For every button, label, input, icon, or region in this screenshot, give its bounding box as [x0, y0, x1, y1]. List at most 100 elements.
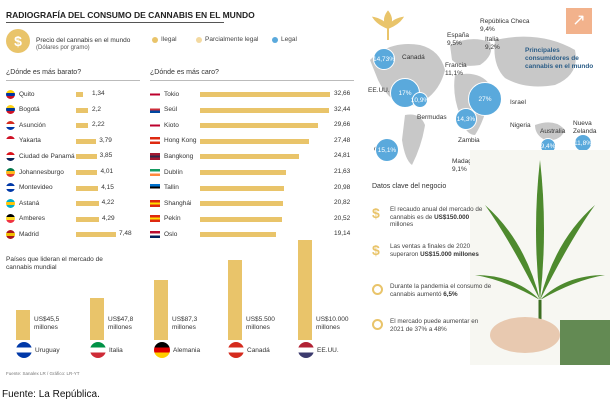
- cannabis-photo: [470, 150, 610, 365]
- fact-item: El mercado puede aumentar en 2021 de 37%…: [372, 318, 492, 333]
- expensive-bar: [200, 232, 277, 238]
- cheap-row: Bogotá: [6, 103, 40, 117]
- map-country-label: Italia 9,2%: [485, 36, 500, 52]
- expensive-city-label: Pekín: [164, 215, 181, 223]
- leaders-flag-icon: [16, 342, 32, 358]
- leaders-bar: [228, 260, 242, 340]
- cheap-row: Johannesburgo: [6, 165, 64, 179]
- cheap-value-label: 4,22: [101, 199, 115, 207]
- cheap-flag-icon: [6, 198, 15, 208]
- cheap-value-label: 3,85: [99, 152, 113, 160]
- cheap-city-label: Madrid: [19, 230, 39, 238]
- expensive-value-label: 20,98: [334, 183, 351, 191]
- cheap-flag-icon: [6, 151, 15, 161]
- map-country-label: Nigeria: [510, 122, 531, 130]
- map-country-label: España 9,5%: [447, 32, 469, 48]
- map-country-label: Australia: [540, 128, 565, 136]
- map-country-name: Nigeria: [510, 122, 531, 129]
- cheap-row: Montevideo: [6, 181, 53, 195]
- leaders-country-label: Italia: [109, 346, 123, 354]
- leaders-country: Alemania: [154, 342, 200, 358]
- legend-label: Precio del cannabis en el mundo: [36, 37, 131, 44]
- legend-text-legal: Legal: [281, 36, 297, 43]
- expensive-row: Oslo: [150, 227, 177, 241]
- expensive-value-label: 32,66: [334, 90, 351, 97]
- foliage-bottom: [560, 320, 610, 365]
- expensive-flag-icon: [150, 90, 160, 98]
- source-small: Fuente: Sanalex LR / Gráfico: LR-YT: [6, 371, 80, 376]
- cannabis-leaf-icon-shape: [372, 10, 404, 40]
- leaders-bar: [16, 310, 30, 340]
- expensive-city-label: Bangkong: [164, 152, 194, 160]
- expensive-row: Pekín: [150, 212, 181, 226]
- leaders-unit-label: millones: [172, 324, 196, 331]
- cheap-flag-icon: [6, 136, 15, 146]
- legend-item-legal: Legal: [272, 36, 297, 43]
- expensive-value-label: 21,63: [334, 168, 351, 175]
- map-country-label: Bermudas: [417, 114, 447, 122]
- expensive-rule: [150, 80, 354, 81]
- coin-icon: $: [6, 29, 30, 53]
- expensive-row: Seúl: [150, 103, 177, 117]
- cheap-bar: [76, 201, 99, 207]
- expensive-flag-icon: [150, 121, 160, 129]
- cannabis-leaf-large-tip: [536, 160, 544, 300]
- map-asia: [494, 36, 576, 87]
- map-country-value: 11,1%: [445, 70, 463, 77]
- expensive-row: Bangkong: [150, 149, 193, 163]
- expensive-flag-icon: [150, 199, 160, 207]
- legend-text-parcial: Parcialmente legal: [205, 36, 259, 43]
- footer-source: Fuente: La República.: [2, 389, 100, 400]
- facts-title: Datos clave del negocio: [372, 183, 447, 190]
- cheap-bar: [76, 123, 88, 129]
- cheap-flag-icon: [6, 229, 15, 239]
- fact-item: Durante la pandemia el consumo de cannab…: [372, 283, 492, 298]
- map-country-label: EE.UU.: [368, 87, 390, 95]
- leaders-unit-label: millones: [108, 324, 132, 331]
- expensive-bar: [200, 201, 283, 207]
- cheap-flag-icon: [6, 89, 15, 99]
- map-country-value: 9,4%: [480, 26, 495, 33]
- expensive-city-label: Shanghái: [164, 199, 192, 207]
- legend-sublabel: (Dólares por gramo): [36, 45, 90, 51]
- leaders-country-label: Canadá: [247, 346, 270, 354]
- fact-item: $ Las ventas a finales de 2020 superaron …: [372, 243, 492, 258]
- cheap-value-label: 4,15: [101, 183, 114, 191]
- map-country-name: Madagascar: [452, 158, 488, 165]
- map-country-label: Canadá: [402, 54, 425, 62]
- expensive-row: Kioto: [150, 118, 179, 132]
- dollar-icon: $: [372, 205, 380, 221]
- expensive-value-label: 29,66: [334, 121, 351, 129]
- map-country-name: Nueva Zelanda: [573, 120, 597, 135]
- expensive-flag-icon: [150, 137, 160, 145]
- leaders-flag-icon: [90, 342, 106, 358]
- legend-text-ilegal: Ilegal: [161, 36, 177, 43]
- leaders-bar: [90, 298, 104, 340]
- title-rule: [6, 22, 224, 23]
- fact-text: El mercado puede aumentar en 2021 de 37%…: [390, 318, 479, 333]
- cannabis-leaf-large-lower-left: [475, 275, 540, 300]
- map-country-label: Israel: [510, 99, 526, 107]
- leaders-value-label: US$10.000: [316, 316, 349, 323]
- map-country-name: Australia: [540, 128, 566, 135]
- leaders-unit-label: millones: [246, 324, 270, 331]
- leaders-value-label: US$5.500: [246, 316, 275, 323]
- map-heading: Principales consumidores de cannabis en …: [525, 47, 594, 70]
- fact-highlight: US$150.000: [434, 213, 470, 221]
- expensive-city-label: Oslo: [164, 230, 178, 238]
- cannabis-leaf-icon: [372, 10, 404, 40]
- expensive-value-label: 19,14: [334, 230, 351, 238]
- cheap-rule: [6, 80, 140, 81]
- expensive-bar: [200, 185, 284, 191]
- map-country-name: Zambia: [458, 137, 480, 144]
- fact-text-end: millones: [390, 221, 414, 228]
- leaders-value-label: US$45,5: [34, 316, 60, 323]
- cheap-flag-icon: [6, 183, 15, 193]
- cheap-value-label: 7,48: [119, 230, 132, 238]
- map-country-label: Francia 11,1%: [445, 62, 467, 78]
- expensive-row: Tokio: [150, 87, 179, 101]
- share-arrow-button[interactable]: ↗: [566, 8, 592, 34]
- cheap-bar: [76, 185, 99, 191]
- cheap-question: ¿Dónde es más barato?: [6, 69, 82, 76]
- cheap-city-label: Yakarta: [19, 137, 41, 145]
